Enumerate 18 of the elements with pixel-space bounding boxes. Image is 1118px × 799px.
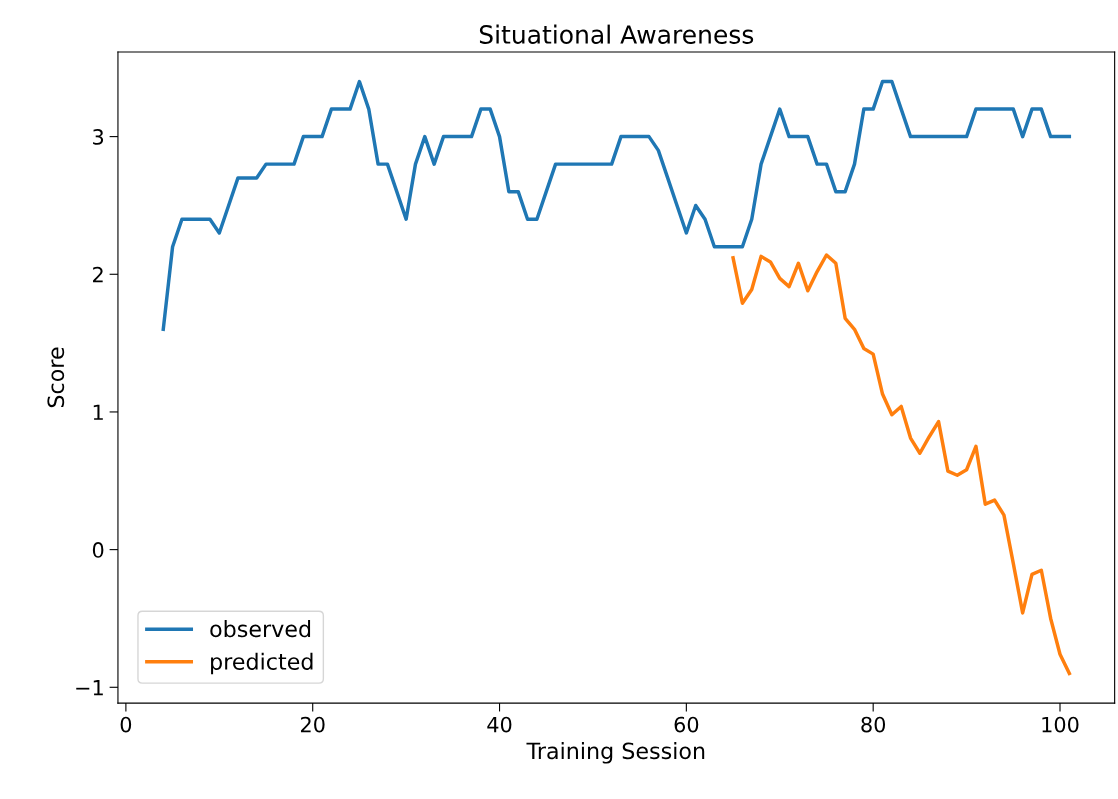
legend-label: predicted xyxy=(211,652,313,675)
x-tick-label: 100 xyxy=(1042,716,1079,733)
chart-title: Situational Awareness xyxy=(479,24,754,44)
line-series xyxy=(731,253,1072,676)
legend-label: observed xyxy=(210,620,311,638)
x-axis-title: Training Session xyxy=(526,742,705,764)
x-tick-label: 20 xyxy=(300,716,325,733)
line-series xyxy=(161,79,1072,332)
y-tick-label: 1 xyxy=(93,404,103,420)
x-tick-label: 80 xyxy=(861,716,886,733)
x-tick-label: 40 xyxy=(487,716,512,733)
y-tick-label: 0 xyxy=(92,542,104,558)
y-axis-title: Score xyxy=(47,347,65,408)
y-tick-label: 3 xyxy=(93,129,104,145)
x-tick-label: 0 xyxy=(120,716,132,733)
x-tick-label: 60 xyxy=(674,716,699,733)
y-tick-label: 2 xyxy=(93,266,103,283)
y-tick-label: −1 xyxy=(76,680,103,696)
